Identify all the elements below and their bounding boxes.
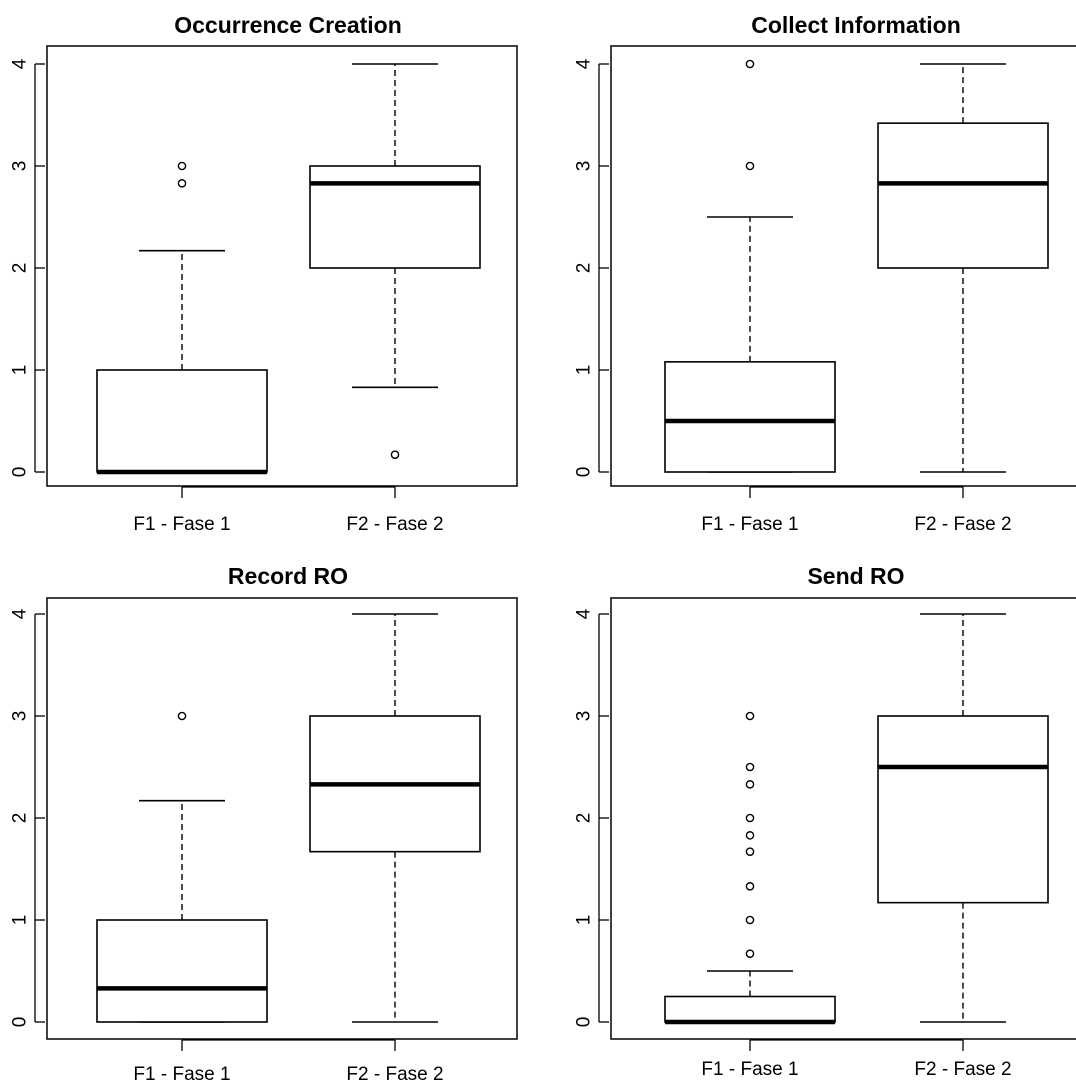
x-tick-label: F2 - Fase 2 (346, 1064, 443, 1085)
y-tick-label: 2 (574, 813, 595, 824)
y-tick-label: 2 (574, 263, 595, 274)
y-tick-label: 2 (10, 813, 31, 824)
x-tick-label: F1 - Fase 1 (701, 514, 798, 535)
y-tick-label: 0 (574, 467, 595, 478)
panel-title: Collect Information (751, 12, 961, 38)
box-group-1 (96, 161, 268, 475)
panel-title: Record RO (228, 563, 348, 589)
outlier-point (177, 711, 187, 721)
panel-1: Occurrence Creation 0 1 2 3 4 F1 - Fase 1 F2 - … (10, 12, 518, 535)
y-tick-label: 3 (10, 161, 31, 172)
y-tick-label: 3 (574, 711, 595, 722)
outlier-point (177, 161, 187, 171)
y-tick-label: 4 (574, 58, 595, 69)
iqr-box (877, 715, 1049, 904)
y-tick-label: 0 (10, 1017, 31, 1028)
panel-4: Send RO 0 1 2 3 4 F1 - Fase 1 F2 - Fase 2 (574, 563, 1076, 1080)
box-group-1 (96, 711, 268, 1023)
y-tick-label: 0 (574, 1017, 595, 1028)
x-tick-label: F1 - Fase 1 (133, 1064, 230, 1085)
x-tick-label: F1 - Fase 1 (133, 514, 230, 535)
y-tick-label: 2 (10, 263, 31, 274)
y-tick-label: 0 (10, 467, 31, 478)
panel-title: Occurrence Creation (174, 12, 402, 38)
y-tick-label: 1 (10, 915, 31, 926)
x-tick-label: F2 - Fase 2 (914, 514, 1011, 535)
outlier-point (745, 882, 755, 891)
plot-frame (46, 597, 518, 1040)
panel-2: Collect Information 0 1 2 3 4 F1 - Fase 1 F2 - … (574, 12, 1076, 535)
outlier-point (745, 831, 755, 840)
outlier-point (745, 847, 755, 856)
y-tick-label: 4 (10, 608, 31, 619)
y-tick-label: 1 (10, 365, 31, 376)
box-group-2 (309, 63, 481, 459)
x-tick-label: F2 - Fase 2 (346, 514, 443, 535)
box-group-2 (309, 613, 481, 1023)
y-tick-label: 3 (10, 711, 31, 722)
plot-frame (46, 45, 518, 487)
panel-3: Record RO 0 1 2 3 4 F1 - Fase 1 F2 - Fase 2 (10, 563, 518, 1085)
outlier-point (745, 762, 755, 772)
y-tick-label: 3 (574, 161, 595, 172)
panel-title: Send RO (807, 563, 904, 589)
outlier-point (177, 179, 187, 188)
outlier-point (745, 161, 755, 171)
outlier-point (745, 949, 755, 958)
outlier-point (745, 780, 755, 789)
outlier-point (745, 813, 755, 823)
box-group-1 (664, 711, 836, 1025)
iqr-box (96, 369, 268, 473)
y-tick-label: 4 (574, 608, 595, 619)
box-group-1 (664, 59, 836, 473)
plot-frame (610, 597, 1076, 1040)
outlier-point (745, 711, 755, 721)
x-tick-label: F2 - Fase 2 (914, 1059, 1011, 1080)
outlier-point (745, 915, 755, 925)
box-group-2 (877, 613, 1049, 1023)
iqr-box (877, 122, 1049, 269)
outlier-point (745, 59, 755, 69)
y-tick-label: 1 (574, 365, 595, 376)
iqr-box (664, 361, 836, 473)
box-group-2 (877, 63, 1049, 473)
y-tick-label: 4 (10, 58, 31, 69)
outlier-point (390, 450, 400, 459)
x-tick-label: F1 - Fase 1 (701, 1059, 798, 1080)
y-tick-label: 1 (574, 915, 595, 926)
iqr-box (664, 995, 836, 1023)
plot-frame (610, 45, 1076, 487)
iqr-box (96, 919, 268, 1023)
